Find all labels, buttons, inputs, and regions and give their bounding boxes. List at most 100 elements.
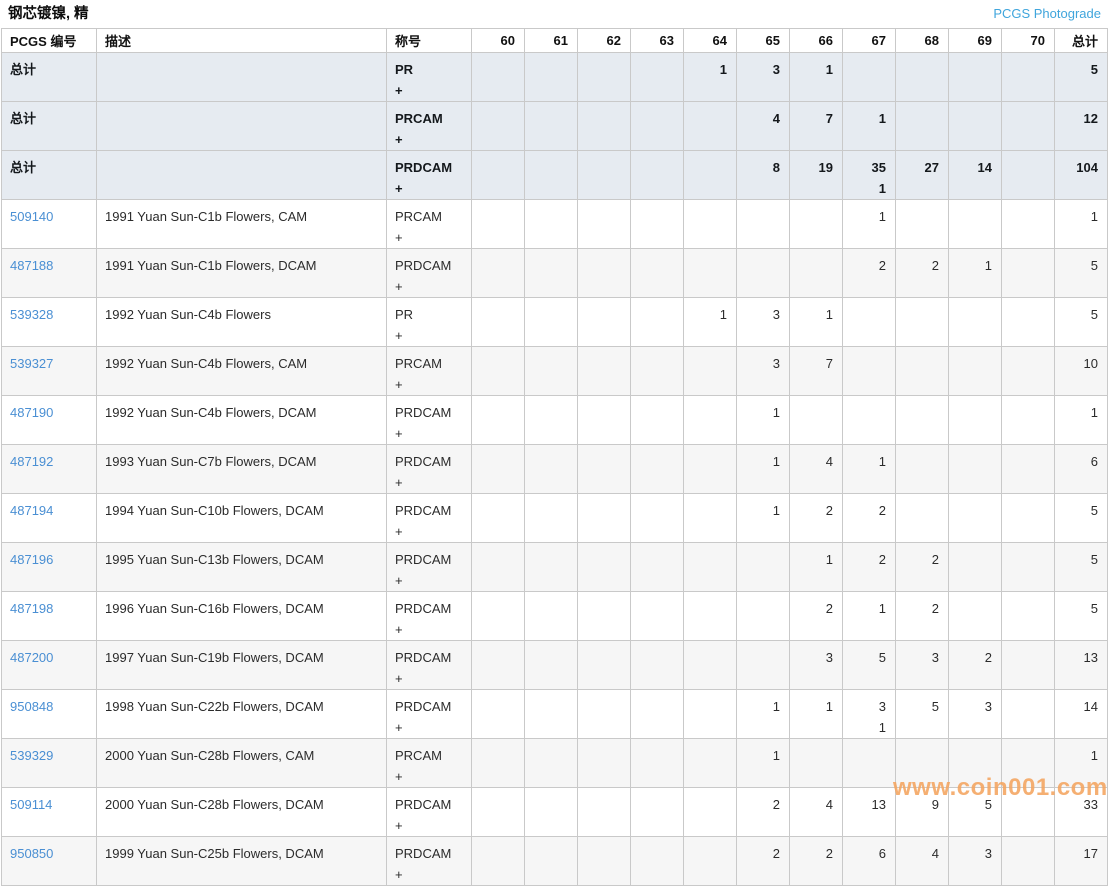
grade-67-count (842, 738, 896, 788)
total-count: 104 (1054, 150, 1108, 200)
grade-68-count: 5 (895, 689, 949, 739)
summary-row: 总计 PR + 1 3 1 5 (1, 52, 1108, 102)
coin-description: 1991 Yuan Sun-C1b Flowers, DCAM (96, 248, 387, 298)
pcgs-number-link[interactable]: 539327 (10, 356, 54, 371)
grade-64-count (683, 689, 737, 739)
pcgs-number-link[interactable]: 539329 (10, 748, 54, 763)
grade-60-count (471, 542, 525, 592)
pcgs-number-link[interactable]: 487188 (10, 258, 54, 273)
grade-62-count (577, 248, 631, 298)
grade-69-count (948, 199, 1002, 249)
data-row: 509114 2000 Yuan Sun-C28b Flowers, DCAM PR… (1, 787, 1108, 837)
grade-67-count: 1 (842, 444, 896, 494)
grade-66-count: 2 (789, 836, 843, 886)
data-row: 539327 1992 Yuan Sun-C4b Flowers, CAM PRCA… (1, 346, 1108, 396)
pcgs-number-link[interactable]: 509140 (10, 209, 54, 224)
grade-64-count: 1 (683, 297, 737, 347)
coin-description (96, 101, 387, 151)
grade-64-count (683, 787, 737, 837)
pcgs-number-link[interactable]: 487196 (10, 552, 54, 567)
column-header-65: 65 (736, 28, 790, 53)
grade-70-count (1001, 689, 1055, 739)
grade-65-count: 2 (736, 836, 790, 886)
grade-68-count (895, 297, 949, 347)
pcgs-number-link[interactable]: 950848 (10, 699, 54, 714)
grade-60-count (471, 395, 525, 445)
pcgs-number-link[interactable]: 487194 (10, 503, 54, 518)
grade-67-count: 2 (842, 493, 896, 543)
grade-62-count (577, 395, 631, 445)
pcgs-number-link[interactable]: 509114 (10, 797, 53, 812)
total-count: 13 (1054, 640, 1108, 690)
designation-cell: PRDCAM + (386, 787, 472, 837)
page-title: 钢芯镀镍, 精 (8, 6, 89, 22)
grade-61-count (524, 689, 578, 739)
grade-61-count (524, 640, 578, 690)
total-count: 1 (1054, 738, 1108, 788)
column-header-62: 62 (577, 28, 631, 53)
coin-description: 1996 Yuan Sun-C16b Flowers, DCAM (96, 591, 387, 641)
grade-65-count: 1 (736, 689, 790, 739)
data-row: 487190 1992 Yuan Sun-C4b Flowers, DCAM PRD… (1, 395, 1108, 445)
grade-69-count (948, 101, 1002, 151)
coin-description: 1992 Yuan Sun-C4b Flowers, DCAM (96, 395, 387, 445)
grade-60-count (471, 101, 525, 151)
grade-60-count (471, 346, 525, 396)
total-count: 12 (1054, 101, 1108, 151)
grade-60-count (471, 150, 525, 200)
grade-65-count (736, 640, 790, 690)
grade-63-count (630, 493, 684, 543)
pcgs-number-link[interactable]: 487192 (10, 454, 54, 469)
grade-69-count (948, 542, 1002, 592)
grade-68-count: 2 (895, 248, 949, 298)
grade-66-count: 19 (789, 150, 843, 200)
grade-63-count (630, 542, 684, 592)
grade-65-count (736, 248, 790, 298)
grade-62-count (577, 52, 631, 102)
grade-69-count: 2 (948, 640, 1002, 690)
grade-63-count (630, 297, 684, 347)
designation-cell: PRDCAM + (386, 248, 472, 298)
grade-61-count (524, 297, 578, 347)
designation-cell: PRDCAM + (386, 395, 472, 445)
grade-68-count (895, 52, 949, 102)
column-header-66: 66 (789, 28, 843, 53)
pcgs-number-link[interactable]: 539328 (10, 307, 54, 322)
column-header-designation: 称号 (386, 28, 472, 53)
grade-61-count (524, 836, 578, 886)
column-header-68: 68 (895, 28, 949, 53)
data-row: 487196 1995 Yuan Sun-C13b Flowers, DCAM PR… (1, 542, 1108, 592)
grade-61-count (524, 395, 578, 445)
pcgs-number-link[interactable]: 487200 (10, 650, 54, 665)
pcgs-number-link[interactable]: 487190 (10, 405, 54, 420)
pcgs-photograde-link[interactable]: PCGS Photograde (993, 6, 1101, 21)
pcgs-number-link[interactable]: 950850 (10, 846, 54, 861)
grade-61-count (524, 591, 578, 641)
grade-61-count (524, 444, 578, 494)
grade-63-count (630, 640, 684, 690)
table-header-row: PCGS 编号 描述 称号 60 61 62 63 64 65 66 67 68 69 70 总计 (1, 28, 1108, 53)
grade-70-count (1001, 787, 1055, 837)
grade-67-count (842, 297, 896, 347)
grade-68-count: 27 (895, 150, 949, 200)
pcgs-number-link[interactable]: 487198 (10, 601, 54, 616)
grade-65-count: 3 (736, 297, 790, 347)
grade-62-count (577, 836, 631, 886)
row-total-label: 总计 (10, 160, 37, 175)
grade-61-count (524, 101, 578, 151)
grade-65-count: 4 (736, 101, 790, 151)
data-row: 950848 1998 Yuan Sun-C22b Flowers, DCAM PR… (1, 689, 1108, 739)
grade-67-count: 2 (842, 248, 896, 298)
grade-64-count (683, 444, 737, 494)
designation-cell: PRCAM + (386, 738, 472, 788)
grade-66-count (789, 199, 843, 249)
grade-61-count (524, 199, 578, 249)
grade-69-count: 3 (948, 689, 1002, 739)
grade-70-count (1001, 199, 1055, 249)
grade-64-count (683, 738, 737, 788)
designation-cell: PRDCAM + (386, 444, 472, 494)
grade-66-count: 2 (789, 591, 843, 641)
total-count: 5 (1054, 493, 1108, 543)
grade-63-count (630, 395, 684, 445)
